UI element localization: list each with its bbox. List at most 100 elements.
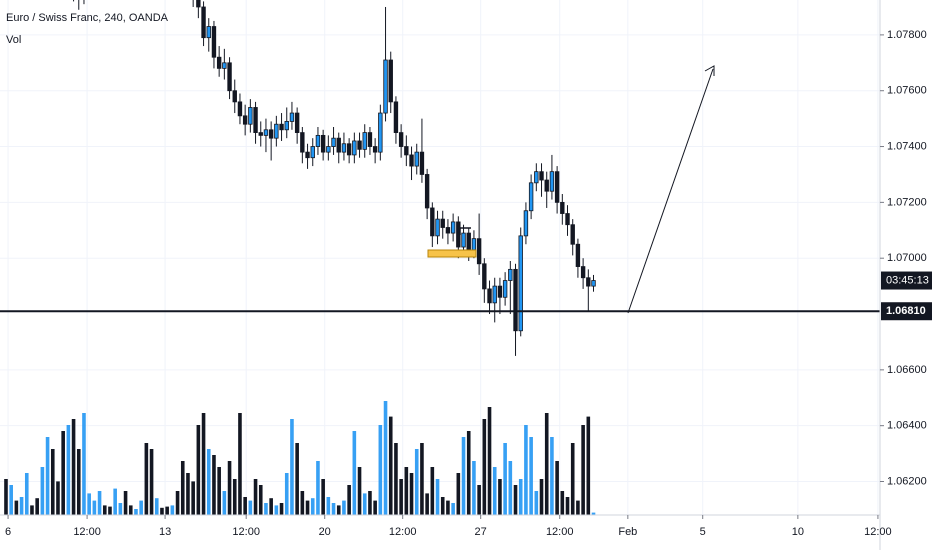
candle-body (367, 132, 373, 147)
candle-body (237, 101, 243, 117)
volume-bar (508, 461, 513, 515)
x-tick-label: Feb (618, 526, 637, 538)
candle-body (227, 62, 232, 92)
x-tick-label: 12:00 (73, 526, 101, 538)
volume-bar (316, 461, 320, 515)
volume-bar (56, 481, 60, 515)
candle-body (430, 207, 435, 237)
volume-bar (591, 512, 596, 515)
volume-bar (342, 500, 346, 515)
volume-bar (347, 485, 351, 515)
x-tick-label: 10 (792, 526, 804, 538)
volume-bar (524, 425, 528, 515)
candle-body (398, 132, 404, 147)
volume-bar (139, 500, 143, 515)
volume-bar (560, 491, 565, 515)
volume-bar (555, 461, 559, 515)
volume-bar (258, 485, 263, 515)
candle-body (378, 112, 383, 153)
volume-bar (128, 505, 133, 515)
candle-body (523, 210, 529, 237)
candle-body (372, 146, 378, 153)
volume-bar (373, 500, 377, 515)
candle-body (305, 151, 310, 159)
x-tick-label: 12:00 (232, 526, 260, 538)
candle-body (320, 134, 326, 153)
candle-body (466, 232, 471, 251)
volume-bar (430, 467, 435, 515)
candle-body (294, 112, 300, 133)
candle-body (580, 266, 586, 279)
volume-bar (134, 509, 138, 515)
volume-bar (123, 491, 128, 515)
candle-body (544, 179, 549, 192)
volume-bar (362, 493, 367, 515)
candle-body (591, 280, 596, 287)
volume-bar (435, 479, 440, 515)
volume-bar (212, 455, 216, 515)
candle-body (201, 6, 206, 39)
volume-bar (264, 503, 268, 515)
candle-body (575, 243, 581, 267)
candle-body (424, 174, 430, 209)
volume-bar (544, 413, 549, 515)
candle-body (513, 268, 518, 332)
volume-bar (310, 498, 315, 515)
price-pane (73, 0, 596, 356)
volume-bar (284, 473, 289, 515)
y-tick-label: 1.07400 (887, 140, 927, 152)
candle-body (534, 171, 539, 184)
volume-bar (232, 479, 237, 515)
candle-body (482, 263, 487, 290)
zone-box (427, 249, 477, 258)
candle-body (440, 218, 445, 228)
candle-body (570, 224, 575, 245)
volume-bar (529, 437, 533, 515)
volume-bar (409, 473, 414, 515)
volume-bar (383, 401, 388, 515)
candle-body (258, 132, 263, 136)
volume-bar (446, 500, 450, 515)
volume-bar (498, 479, 502, 515)
candle-body (346, 143, 352, 156)
candle-body (492, 285, 497, 304)
volume-bar (534, 491, 539, 515)
candle-body (253, 107, 258, 133)
candle-body (497, 285, 503, 298)
candle-body (331, 137, 336, 147)
volume-bar (102, 505, 107, 515)
candle-body (216, 56, 222, 69)
volume-bar (217, 467, 221, 515)
volume-bar (378, 425, 383, 515)
volume-bar (336, 505, 341, 515)
volume-bar (61, 431, 65, 515)
x-tick-label: 13 (159, 526, 171, 538)
volume-bar (45, 437, 50, 515)
volume-bar (14, 500, 19, 515)
candle-body (471, 238, 477, 251)
volume-bar (222, 491, 227, 515)
candle-body (310, 146, 315, 159)
y-tick-label: 1.07800 (887, 29, 927, 41)
y-tick-label: 1.07000 (887, 252, 927, 264)
volume-bar (238, 413, 242, 515)
candle-body (586, 277, 591, 287)
candle-body (404, 146, 409, 156)
volume-bar (503, 443, 507, 515)
volume-bar (144, 443, 149, 515)
volume-bar (66, 425, 71, 515)
volume-pane (4, 401, 596, 515)
volume-bar (451, 503, 455, 515)
indicator-label: Vol (6, 34, 21, 46)
volume-bar (404, 467, 409, 515)
x-tick-label: 27 (475, 526, 487, 538)
candle-body (279, 123, 284, 131)
volume-bar (40, 467, 45, 515)
candle-body (435, 218, 440, 237)
x-tick-label: 6 (5, 526, 11, 538)
candle-body (518, 235, 523, 332)
volume-bar (269, 498, 273, 515)
volume-bar (477, 485, 481, 515)
y-tick-label: 1.07600 (887, 85, 927, 97)
